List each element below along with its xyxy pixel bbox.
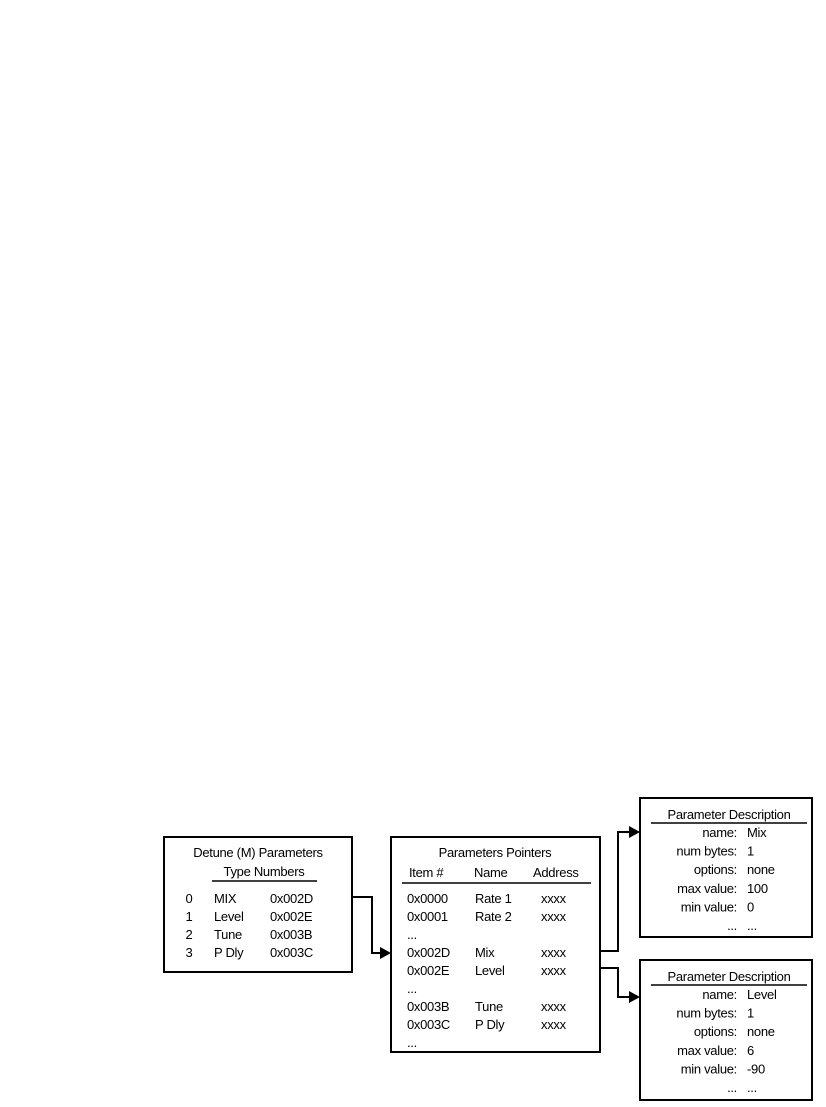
description-title: Parameter Description <box>667 807 790 822</box>
type-index: 0 <box>186 891 193 906</box>
type-number: 0x002D <box>270 891 313 906</box>
type-number: 0x003B <box>270 927 312 942</box>
column-header-address: Address <box>533 865 579 880</box>
description-field-value: 6 <box>747 1043 754 1058</box>
type-box-subtitle: Type Numbers <box>224 864 306 879</box>
type-index: 3 <box>186 945 193 960</box>
type-number: 0x002E <box>270 909 313 924</box>
type-index: 2 <box>186 927 193 942</box>
pointer-address: xxxx <box>541 999 567 1014</box>
pointer-name: Mix <box>475 945 495 960</box>
description-field-value: 0 <box>747 899 754 914</box>
description-field-label: min value: <box>681 899 737 914</box>
description-field-label: min value: <box>681 1061 737 1076</box>
description-field-value: 1 <box>747 844 754 859</box>
type-index: 1 <box>186 909 193 924</box>
pointer-item: ... <box>407 1035 417 1050</box>
type-name: Level <box>214 909 244 924</box>
description-field-value: ... <box>747 918 757 933</box>
description-box-mix <box>639 797 813 938</box>
pointer-item: 0x0000 <box>407 891 448 906</box>
description-field-label: num bytes: <box>676 1006 737 1021</box>
description-field-value: none <box>747 1024 775 1039</box>
pointer-address: xxxx <box>541 909 567 924</box>
pointer-item: 0x002E <box>407 963 450 978</box>
description-field-label: options: <box>694 862 737 877</box>
pointer-name: Rate 2 <box>475 909 512 924</box>
pointer-item: 0x003B <box>407 999 449 1014</box>
column-header-item: Item # <box>409 865 444 880</box>
pointer-name: Tune <box>475 999 503 1014</box>
description-box-level <box>639 959 813 1101</box>
description-field-label: options: <box>694 1024 737 1039</box>
description-field-value: ... <box>747 1080 757 1095</box>
connector-types-to-pointers <box>352 896 384 954</box>
description-title: Parameter Description <box>667 969 790 984</box>
arrowhead-icon <box>629 826 640 838</box>
pointer-address: xxxx <box>541 891 567 906</box>
description-field-label: name: <box>702 987 737 1002</box>
description-field-value: Level <box>747 987 777 1002</box>
column-header-name: Name <box>474 865 508 880</box>
arrowhead-icon <box>380 947 391 959</box>
description-field-label: num bytes: <box>676 844 737 859</box>
description-field-value: none <box>747 862 775 877</box>
description-field-label: max value: <box>677 881 737 896</box>
description-field-value: Mix <box>747 825 767 840</box>
pointer-item: 0x003C <box>407 1017 450 1032</box>
pointer-name: Level <box>475 963 505 978</box>
connector-level-to-description <box>600 967 632 998</box>
pointer-name: P Dly <box>475 1017 505 1032</box>
type-name: P Dly <box>214 945 244 960</box>
description-field-value: 1 <box>747 1006 754 1021</box>
pointer-item: ... <box>407 927 417 942</box>
pointer-address: xxxx <box>541 1017 567 1032</box>
description-field-value: -90 <box>747 1061 765 1076</box>
description-field-label: name: <box>702 825 737 840</box>
pointer-item: 0x0001 <box>407 909 448 924</box>
pointer-item: 0x002D <box>407 945 450 960</box>
description-field-label: ... <box>727 1080 737 1095</box>
description-field-label: ... <box>727 918 737 933</box>
type-name: MIX <box>214 891 237 906</box>
type-numbers-box <box>163 836 353 973</box>
connector-mix-to-description <box>600 831 632 952</box>
description-field-value: 100 <box>747 881 768 896</box>
pointer-item: ... <box>407 981 417 996</box>
pointer-name: Rate 1 <box>475 891 512 906</box>
pointer-box-title: Parameters Pointers <box>439 845 553 860</box>
arrowhead-icon <box>629 991 640 1003</box>
pointer-address: xxxx <box>541 945 567 960</box>
description-field-label: max value: <box>677 1043 737 1058</box>
type-box-title: Detune (M) Parameters <box>193 845 323 860</box>
parameter-pointers-box <box>390 836 601 1053</box>
pointer-address: xxxx <box>541 963 567 978</box>
type-name: Tune <box>214 927 242 942</box>
type-number: 0x003C <box>270 945 313 960</box>
